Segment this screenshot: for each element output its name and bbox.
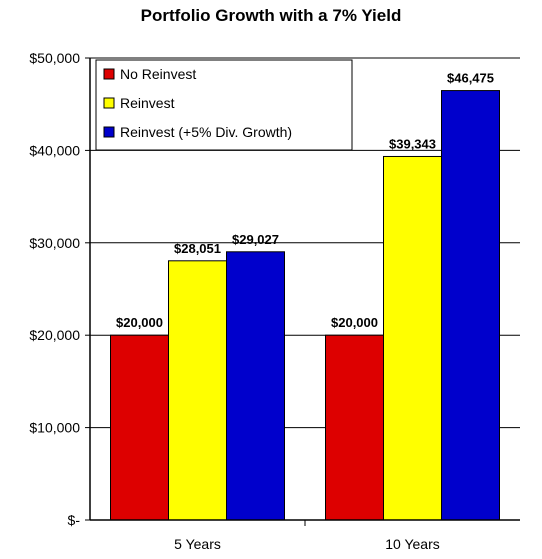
data-label: $39,343 (389, 136, 436, 151)
x-tick-label: 10 Years (385, 536, 440, 552)
x-tick-label: 5 Years (174, 536, 221, 552)
data-labels: $20,000 $28,051 $29,027 $20,000 $39,343 $46,4… (116, 71, 494, 331)
bar (168, 260, 227, 521)
bar (325, 334, 384, 521)
legend-label: Reinvest (120, 95, 175, 111)
bars (110, 90, 500, 521)
data-label: $28,051 (174, 241, 221, 256)
legend-swatch (103, 126, 115, 138)
y-tick-label: $- (68, 512, 81, 528)
y-axis-ticks: $- $10,000 $20,000 $30,000 $40,000 $50,000 (29, 50, 90, 528)
legend-swatch (103, 97, 115, 109)
y-tick-label: $40,000 (29, 142, 80, 158)
legend-label: No Reinvest (120, 66, 196, 82)
legend-box (95, 59, 353, 151)
bar (441, 90, 500, 521)
data-label: $29,027 (232, 232, 279, 247)
bar (383, 155, 442, 521)
x-axis-ticks: 5 Years 10 Years (174, 520, 440, 552)
data-label: $20,000 (331, 315, 378, 330)
bar (226, 251, 285, 521)
chart-title: Portfolio Growth with a 7% Yield (140, 6, 402, 25)
bar (110, 334, 169, 521)
y-tick-label: $50,000 (29, 50, 80, 66)
legend-swatch (103, 68, 115, 80)
legend: No Reinvest Reinvest Reinvest (+5% Div. Gr… (95, 59, 353, 151)
data-label: $20,000 (116, 315, 163, 330)
y-tick-label: $10,000 (29, 420, 80, 436)
legend-label: Reinvest (+5% Div. Growth) (120, 124, 292, 140)
data-label: $46,475 (447, 71, 494, 86)
y-tick-label: $30,000 (29, 235, 80, 251)
y-tick-label: $20,000 (29, 327, 80, 343)
